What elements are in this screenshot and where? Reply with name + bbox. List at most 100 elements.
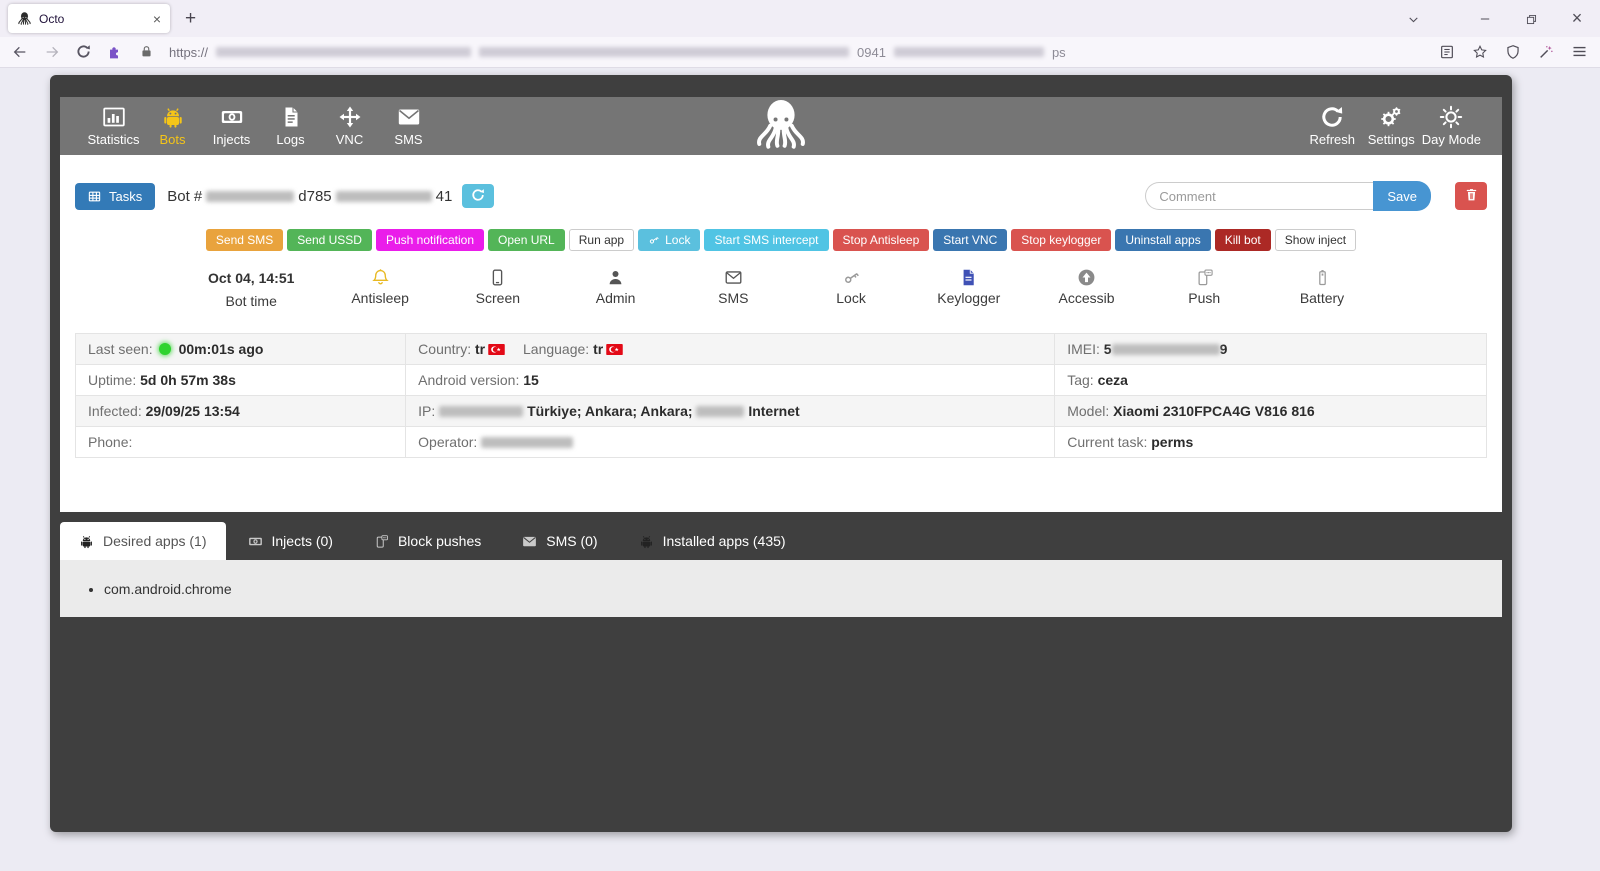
save-button[interactable]: Save [1373,181,1431,211]
operator-redacted [481,437,574,449]
status-keylogger: Keylogger [937,268,1001,312]
trash-icon [1464,187,1479,202]
nav-item-vnc[interactable]: VNC [320,105,379,147]
url-scheme: https:// [169,44,209,60]
bookmark-star-icon[interactable] [1472,43,1488,61]
reload-button[interactable] [76,43,91,61]
table-grid-icon [88,190,101,203]
android-icon [639,534,654,549]
window-minimize-button[interactable]: – [1480,10,1490,27]
tab-close-icon[interactable]: × [152,10,161,27]
url-redacted-2 [479,47,850,57]
send-sms-button[interactable]: Send SMS [205,229,284,251]
start-vnc-button[interactable]: Start VNC [933,229,1008,251]
url-input[interactable]: https:// 0941 ps [169,45,1424,60]
table-row: Phone: Operator: Current task: perms [74,425,1487,458]
uninstall-apps-button[interactable]: Uninstall apps [1115,229,1211,251]
tab-block-pushes[interactable]: Block pushes [355,522,500,560]
gear-icon [1379,105,1403,129]
banknote-icon [220,105,244,129]
forward-button[interactable] [44,43,60,61]
ip-redacted [439,406,524,418]
envelope-icon [522,534,537,549]
sun-icon [1439,105,1463,129]
reader-mode-icon[interactable] [1439,43,1455,61]
nav-item-sms[interactable]: SMS [379,105,438,147]
envelope-icon [724,268,743,287]
url-fragment: 0941 [857,44,886,60]
refresh-icon [471,188,485,202]
bot-info-table: Last seen: 00m:01s ago Country: tr Langua… [74,332,1487,458]
uptime-cell: Uptime: 5d 0h 57m 38s [74,363,407,396]
stop-keylogger-button[interactable]: Stop keylogger [1011,229,1112,251]
infected-cell: Infected: 29/09/25 13:54 [74,394,407,427]
site-lock-icon[interactable] [139,43,154,61]
url-redacted-1 [216,47,472,57]
current-task-cell: Current task: perms [1054,425,1487,458]
bot-status-icons: Oct 04, 14:51 Bot time Antisleep Screen … [208,268,1354,312]
nav-item-settings[interactable]: Settings [1362,105,1421,147]
battery-icon [1313,268,1332,287]
tasks-button[interactable]: Tasks [75,182,156,210]
phone-cell: Phone: [74,425,407,458]
tab-list-chevron-icon[interactable] [1390,10,1436,27]
extension-icon[interactable] [107,43,123,61]
window-restore-button[interactable] [1508,10,1554,27]
kill-bot-button[interactable]: Kill bot [1214,229,1271,251]
nav-item-bots[interactable]: Bots [143,105,202,147]
back-button[interactable] [12,43,28,61]
tab-injects[interactable]: Injects (0) [229,522,352,560]
status-lock: Lock [819,268,883,312]
lock-button[interactable]: Lock [638,229,701,251]
new-tab-button[interactable]: + [185,7,197,29]
refresh-icon [1320,105,1344,129]
android-version-cell: Android version: 15 [405,363,1056,396]
browser-tab[interactable]: Octo × [8,4,170,33]
smartphone-icon [488,268,507,287]
start-sms-intercept-button[interactable]: Start SMS intercept [704,229,829,251]
country-language-cell: Country: tr Language: tr [405,332,1056,365]
menu-hamburger-icon[interactable] [1571,43,1588,61]
comment-input[interactable] [1145,182,1374,210]
bot-refresh-button[interactable] [462,184,495,208]
main-navbar: Statistics Bots Injects Logs VNC SMS [60,97,1502,155]
nav-item-day-mode[interactable]: Day Mode [1421,105,1482,147]
android-bot-icon [161,105,185,129]
push-notification-button[interactable]: Push notification [375,229,485,251]
stop-antisleep-button[interactable]: Stop Antisleep [832,229,930,251]
extensions-wand-icon[interactable] [1538,43,1554,61]
run-app-button[interactable]: Run app [568,229,635,251]
document-icon [279,105,303,129]
operator-cell: Operator: [405,425,1056,458]
bell-icon [371,268,390,287]
bot-detail-panel: Tasks Bot # d785 41 Save Send SMS [60,155,1502,512]
browser-tab-title: Octo [39,11,65,26]
key-icon [842,268,861,287]
open-url-button[interactable]: Open URL [488,229,565,251]
nav-item-logs[interactable]: Logs [261,105,320,147]
last-seen-cell: Last seen: 00m:01s ago [74,332,407,365]
status-battery: Battery [1290,268,1354,312]
url-fragment: ps [1051,44,1066,60]
show-inject-button[interactable]: Show inject [1274,229,1357,251]
nav-item-injects[interactable]: Injects [202,105,261,147]
delete-bot-button[interactable] [1455,182,1487,210]
send-ussd-button[interactable]: Send USSD [287,229,372,251]
bot-id-redacted [335,190,432,202]
turkey-flag-icon [488,344,505,355]
tab-sms[interactable]: SMS (0) [503,522,616,560]
tab-installed-apps[interactable]: Installed apps (435) [620,522,805,560]
nav-item-refresh[interactable]: Refresh [1303,105,1362,147]
shield-icon[interactable] [1505,43,1521,61]
desired-apps-content: com.android.chrome [60,560,1502,617]
table-row: Uptime: 5d 0h 57m 38s Android version: 1… [74,363,1487,396]
window-close-button[interactable]: × [1571,8,1583,28]
status-sms: SMS [701,268,765,312]
url-redacted-3 [893,47,1044,57]
desired-app-item: com.android.chrome [104,581,232,597]
move-arrows-icon [338,105,362,129]
tab-desired-apps[interactable]: Desired apps (1) [60,522,226,560]
bot-actions: Send SMS Send USSD Push notification Ope… [60,229,1502,251]
nav-item-statistics[interactable]: Statistics [84,105,143,147]
